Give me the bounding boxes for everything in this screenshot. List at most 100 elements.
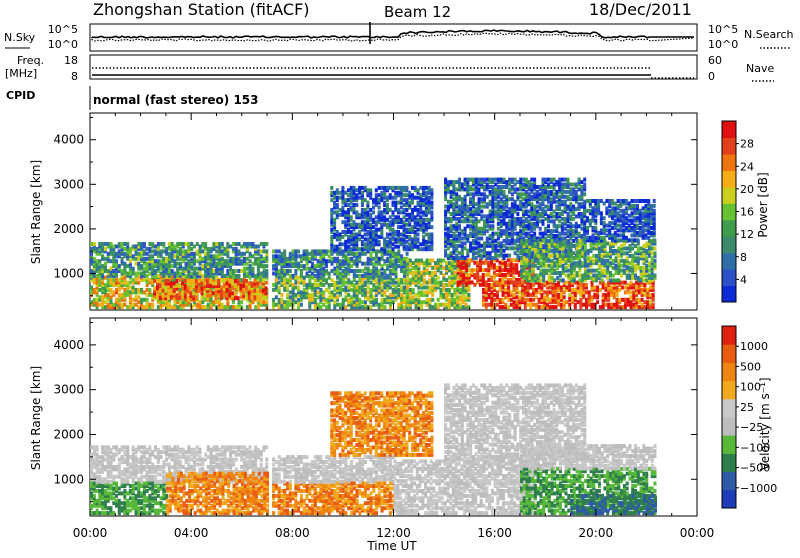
freq-label-line1: Freq.: [17, 54, 44, 67]
data-cell: [238, 269, 241, 273]
data-cell: [461, 197, 464, 201]
data-cell: [475, 251, 478, 255]
data-cell: [224, 247, 227, 251]
data-cell: [491, 256, 494, 260]
data-cell: [364, 272, 367, 276]
data-cell: [621, 286, 624, 290]
data-cell: [251, 242, 254, 246]
data-cell: [190, 252, 193, 256]
data-cell: [546, 303, 549, 307]
data-cell: [511, 246, 514, 250]
data-cell: [444, 232, 447, 236]
data-cell: [118, 249, 121, 253]
data-cell: [397, 225, 400, 229]
data-cell: [580, 227, 583, 231]
data-cell: [428, 271, 431, 275]
data-cell: [292, 249, 295, 253]
data-cell: [596, 300, 599, 304]
data-cell: [256, 282, 259, 286]
data-cell: [215, 242, 218, 246]
data-cell: [243, 267, 246, 271]
data-cell: [564, 190, 567, 194]
data-cell: [419, 247, 422, 251]
data-cell: [331, 257, 334, 261]
data-cell: [403, 215, 406, 219]
data-cell: [403, 257, 406, 261]
data-cell: [460, 280, 463, 284]
data-cell: [229, 257, 232, 261]
data-cell: [428, 298, 431, 302]
data-cell: [561, 178, 564, 182]
data-cell: [500, 241, 503, 245]
data-cell: [494, 187, 497, 191]
data-cell: [344, 295, 347, 299]
data-cell: [369, 188, 372, 192]
data-cell: [347, 228, 350, 232]
data-cell: [563, 300, 566, 304]
data-cell: [430, 188, 433, 192]
data-cell: [358, 252, 361, 256]
data-cell: [378, 198, 381, 202]
data-cell: [115, 252, 118, 256]
data-cell: [406, 276, 409, 280]
data-cell: [569, 222, 572, 226]
data-cell: [229, 305, 232, 309]
data-cell: [361, 300, 364, 304]
data-cell: [487, 261, 490, 265]
data-cell: [154, 269, 157, 273]
data-cell: [375, 193, 378, 197]
data-cell: [165, 300, 168, 304]
data-cell: [491, 224, 494, 228]
data-cell: [248, 291, 251, 295]
data-cell: [553, 234, 556, 238]
data-cell: [107, 278, 110, 282]
data-cell: [171, 276, 174, 280]
data-cell: [378, 210, 381, 214]
data-cell: [339, 242, 342, 246]
data-cell: [434, 278, 437, 282]
data-cell: [389, 193, 392, 197]
data-cell: [483, 219, 486, 223]
data-cell: [358, 196, 361, 200]
data-cell: [411, 225, 414, 229]
data-cell: [450, 180, 453, 184]
data-cell: [366, 210, 369, 214]
data-cell: [486, 251, 489, 255]
data-cell: [437, 298, 440, 302]
data-cell: [358, 269, 361, 273]
data-cell: [107, 269, 110, 273]
data-cell: [179, 242, 182, 246]
data-cell: [378, 235, 381, 239]
data-cell: [378, 269, 381, 273]
data-cell: [397, 186, 400, 190]
data-cell: [408, 213, 411, 217]
data-cell: [415, 298, 418, 302]
data-cell: [569, 187, 572, 191]
data-cell: [500, 178, 503, 182]
data-cell: [632, 283, 635, 287]
data-cell: [627, 283, 630, 287]
data-cell: [289, 269, 292, 273]
data-cell: [392, 186, 395, 190]
data-cell: [507, 286, 510, 290]
data-cell: [406, 300, 409, 304]
data-cell: [317, 295, 320, 299]
data-cell: [137, 242, 140, 246]
data-cell: [525, 232, 528, 236]
data-cell: [532, 283, 535, 287]
data-cell: [143, 257, 146, 261]
data-cell: [96, 259, 99, 263]
data-cell: [265, 264, 268, 268]
data-cell: [475, 207, 478, 211]
data-cell: [574, 303, 577, 307]
data-cell: [181, 286, 184, 290]
data-cell: [389, 269, 392, 273]
data-cell: [126, 264, 129, 268]
data-cell: [294, 276, 297, 280]
data-cell: [566, 300, 569, 304]
data-cell: [331, 290, 334, 294]
data-cell: [422, 186, 425, 190]
data-cell: [485, 283, 488, 287]
data-cell: [486, 237, 489, 241]
data-cell: [497, 254, 500, 258]
